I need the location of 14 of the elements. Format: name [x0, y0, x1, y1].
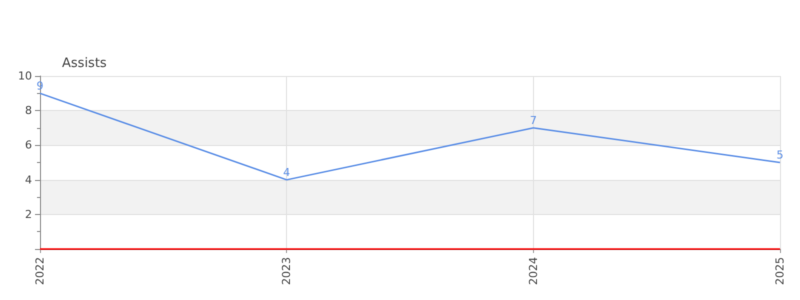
y-axis-title: Assists: [62, 56, 107, 71]
x-tick-label: 2023: [280, 257, 294, 285]
line-series: [39, 92, 781, 181]
x-tick-label: 2024: [526, 257, 540, 285]
y-tick-label: 4: [25, 173, 32, 186]
y-tick-label: 2: [25, 208, 32, 221]
x-tick-label: 2022: [34, 257, 46, 285]
y-tick-label: 6: [25, 138, 32, 152]
data-label: 7: [530, 114, 537, 127]
y-tick-label: 8: [25, 104, 32, 118]
data-label: 4: [283, 166, 290, 179]
data-label: 5: [776, 148, 784, 162]
y-tick-label: 10: [18, 70, 32, 82]
x-tick-label: 2025: [774, 257, 786, 285]
